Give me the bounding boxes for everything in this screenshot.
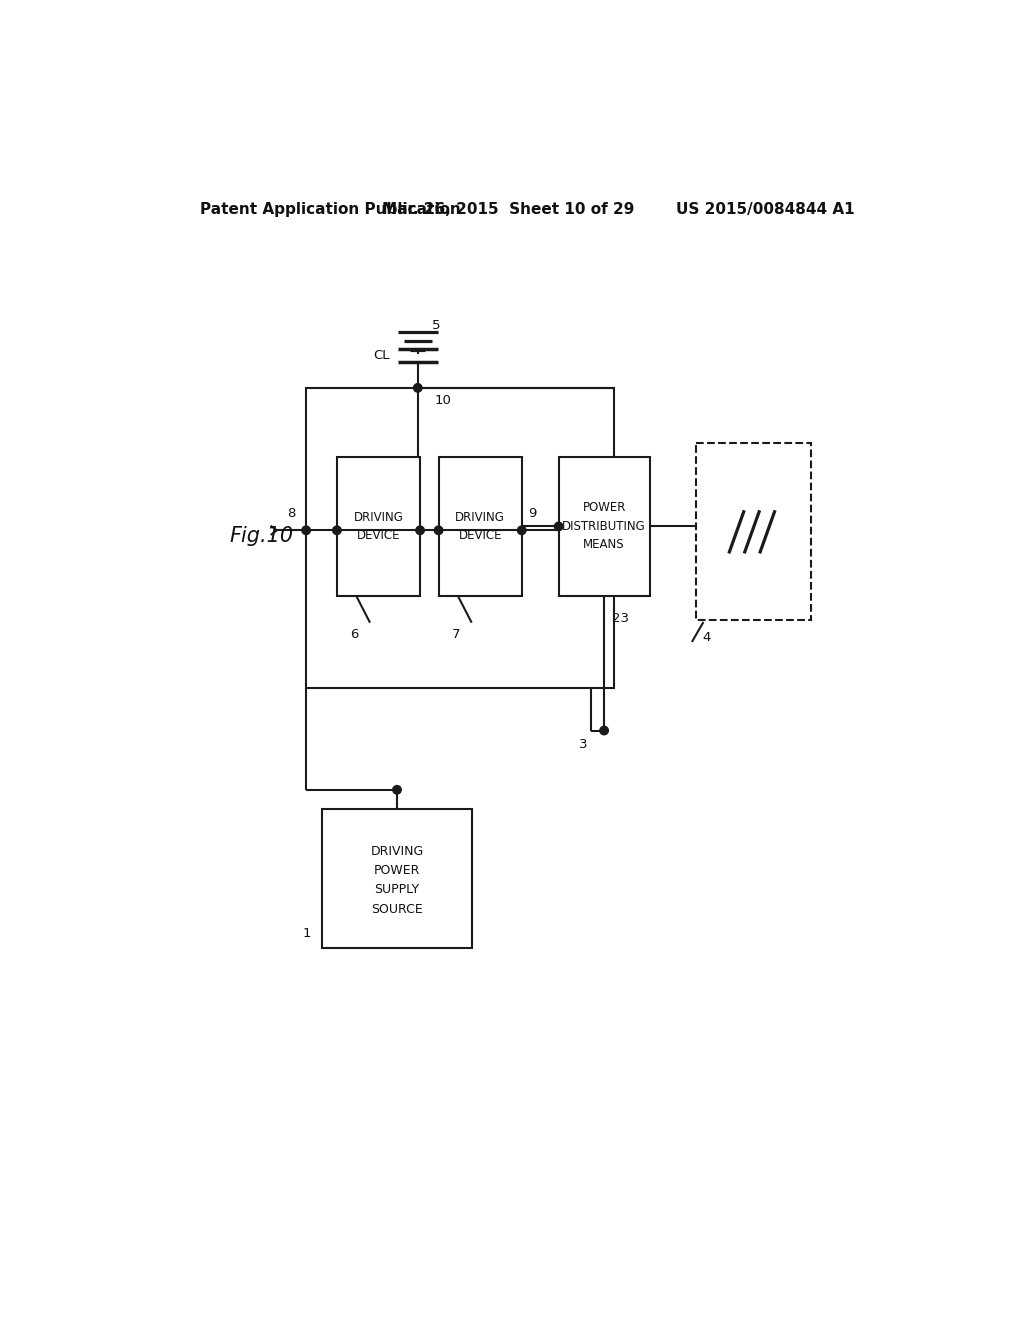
- Circle shape: [554, 523, 563, 531]
- Bar: [322, 809, 472, 948]
- Text: DRIVING: DRIVING: [456, 511, 505, 524]
- Text: DEVICE: DEVICE: [459, 529, 502, 543]
- Circle shape: [416, 527, 424, 535]
- Text: Mar. 26, 2015  Sheet 10 of 29: Mar. 26, 2015 Sheet 10 of 29: [382, 202, 634, 218]
- Text: Patent Application Publication: Patent Application Publication: [200, 202, 461, 218]
- Text: POWER: POWER: [583, 502, 626, 515]
- Text: 6: 6: [350, 628, 358, 640]
- Circle shape: [434, 527, 442, 535]
- Text: SUPPLY: SUPPLY: [375, 883, 420, 896]
- Bar: [559, 457, 649, 595]
- Circle shape: [517, 527, 526, 535]
- Text: SOURCE: SOURCE: [371, 903, 423, 916]
- Circle shape: [393, 785, 401, 795]
- Text: 7: 7: [452, 628, 461, 640]
- Circle shape: [600, 726, 608, 735]
- Text: 1: 1: [302, 927, 310, 940]
- Bar: [337, 457, 420, 595]
- Text: MEANS: MEANS: [584, 539, 625, 552]
- Circle shape: [414, 384, 422, 392]
- Bar: [306, 388, 614, 688]
- Text: DRIVING: DRIVING: [371, 845, 424, 858]
- Text: DEVICE: DEVICE: [356, 529, 400, 543]
- Text: Fig.10: Fig.10: [229, 525, 294, 545]
- Text: 10: 10: [435, 393, 452, 407]
- Circle shape: [302, 527, 310, 535]
- Circle shape: [333, 527, 341, 535]
- Bar: [695, 444, 811, 620]
- Text: 9: 9: [528, 507, 537, 520]
- Text: DRIVING: DRIVING: [353, 511, 403, 524]
- Text: 3: 3: [579, 738, 587, 751]
- Text: DISTRIBUTING: DISTRIBUTING: [562, 520, 646, 533]
- Text: 4: 4: [701, 631, 711, 644]
- Text: US 2015/0084844 A1: US 2015/0084844 A1: [676, 202, 854, 218]
- Text: 8: 8: [287, 507, 295, 520]
- Text: 23: 23: [611, 612, 629, 626]
- Text: 5: 5: [432, 319, 440, 333]
- Bar: [438, 457, 521, 595]
- Text: CL: CL: [374, 350, 390, 363]
- Text: POWER: POWER: [374, 865, 420, 878]
